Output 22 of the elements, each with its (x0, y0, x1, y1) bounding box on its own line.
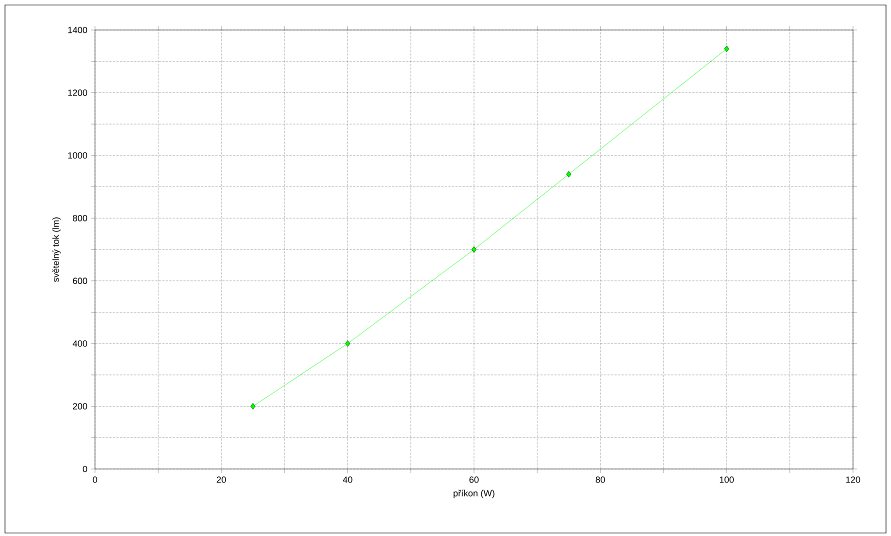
y-tick-label: 1200 (68, 90, 88, 96)
x-tick-label: 120 (846, 476, 860, 483)
x-tick-label: 60 (469, 476, 479, 483)
point (472, 246, 477, 253)
point (566, 170, 572, 178)
y-tick-label: 600 (72, 278, 88, 284)
y-tick-label: 0 (82, 466, 88, 472)
point (250, 403, 256, 410)
point (345, 340, 350, 347)
x-tick-label: 100 (720, 476, 734, 483)
x-tick-label: 80 (596, 476, 605, 483)
point (724, 46, 730, 52)
y-tick-label: 1000 (68, 152, 88, 159)
x-tick-label: 20 (216, 476, 226, 483)
x-axis-title: příkon (W) (454, 490, 494, 498)
y-tick-label: 1400 (68, 26, 88, 34)
x-tick-label: 40 (342, 476, 352, 483)
y-tick-label: 400 (72, 340, 88, 347)
x-tick-label: 0 (92, 476, 98, 483)
y-tick-label: 200 (72, 403, 88, 410)
y-axis-title: světelný tok (lm) (52, 217, 61, 282)
y-tick-label: 800 (72, 214, 88, 222)
